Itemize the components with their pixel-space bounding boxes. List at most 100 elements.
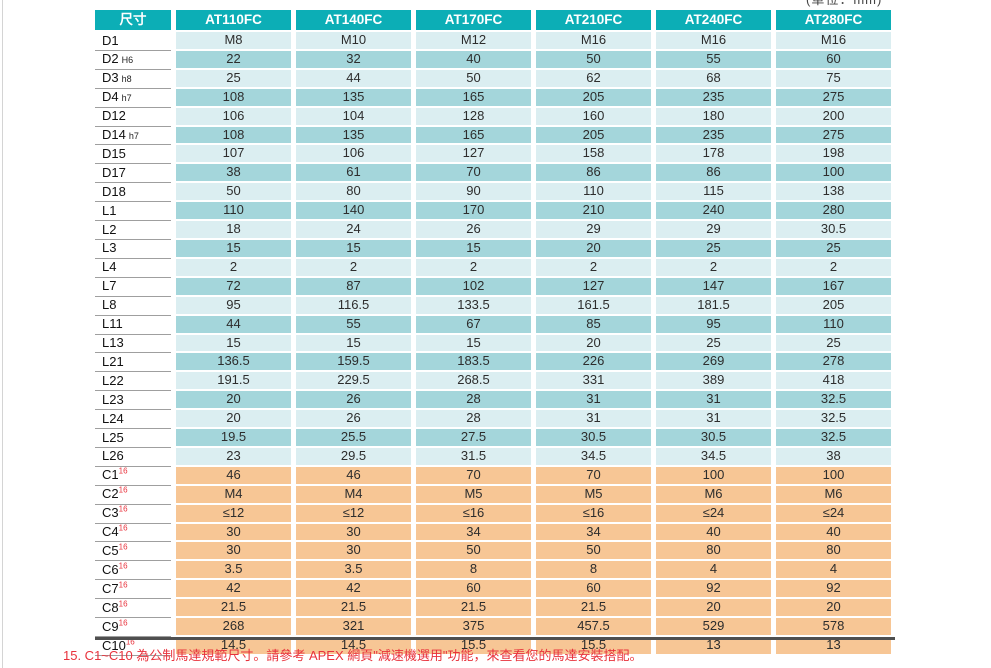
value-cell: 32.5	[776, 410, 891, 430]
value-cell: 147	[656, 277, 771, 297]
value-cell: 167	[776, 277, 891, 297]
value-cell: 128	[416, 107, 531, 127]
table-row: D2 H6 22 32 40 50 55 60	[95, 50, 891, 70]
value-cell: ≤12	[296, 504, 411, 524]
value-cell: 46	[296, 466, 411, 486]
value-cell: 30.5	[536, 429, 651, 448]
value-cell: 104	[296, 107, 411, 127]
dimension-code: D14	[102, 126, 126, 142]
dimension-code: C7	[102, 580, 119, 596]
value-cell: 140	[296, 202, 411, 222]
value-cell: 15	[176, 334, 291, 354]
value-cell: 30.5	[776, 221, 891, 240]
row-label: D12	[95, 107, 171, 127]
row-label: D18	[95, 183, 171, 203]
tolerance-suffix: h7	[121, 92, 132, 103]
dimension-code: L7	[102, 278, 117, 294]
dimension-spec-table: 尺寸 AT110FC AT140FC AT170FC AT210FC AT240FC AT2…	[90, 10, 896, 656]
value-cell: M5	[416, 485, 531, 505]
value-cell: 226	[536, 353, 651, 373]
value-cell: 29.5	[296, 447, 411, 467]
table-row: C1016 14.5 14.5 15.5 15.5 13 13	[95, 637, 891, 656]
value-cell: 20	[176, 410, 291, 430]
dimension-code: D15	[102, 145, 126, 161]
row-label: C1016	[95, 637, 171, 656]
value-cell: 40	[416, 50, 531, 70]
dimension-code: C2	[102, 486, 119, 502]
value-cell: 29	[656, 221, 771, 240]
dimension-code: C6	[102, 561, 119, 577]
footnote-reference: 16	[118, 580, 128, 590]
value-cell: 60	[776, 50, 891, 70]
table-row: C516 30 30 50 50 80 80	[95, 542, 891, 562]
value-cell: 30	[176, 542, 291, 562]
value-cell: 2	[536, 258, 651, 278]
dimension-code: C5	[102, 542, 119, 558]
value-cell: 116.5	[296, 296, 411, 316]
table-row: C616 3.5 3.5 8 8 4 4	[95, 561, 891, 581]
value-cell: 60	[416, 580, 531, 600]
value-cell: 20	[536, 239, 651, 259]
row-label: C916	[95, 618, 171, 637]
value-cell: 240	[656, 202, 771, 222]
page-edge-line	[2, 0, 3, 668]
tolerance-suffix: h7	[128, 130, 139, 141]
value-cell: 30	[296, 523, 411, 543]
row-label: L24	[95, 410, 171, 430]
value-cell: 20	[536, 334, 651, 354]
value-cell: 158	[536, 145, 651, 165]
value-cell: 55	[296, 315, 411, 335]
value-cell: 30	[176, 523, 291, 543]
value-cell: 110	[776, 315, 891, 335]
value-cell: 375	[416, 618, 531, 637]
table-row: L23 20 26 28 31 31 32.5	[95, 391, 891, 411]
value-cell: 95	[656, 315, 771, 335]
value-cell: ≤16	[416, 504, 531, 524]
value-cell: 42	[176, 580, 291, 600]
table-row: L7 72 87 102 127 147 167	[95, 277, 891, 297]
dimension-code: D18	[102, 183, 126, 199]
value-cell: 27.5	[416, 429, 531, 448]
size-column-header: 尺寸	[95, 10, 171, 32]
value-cell: 229.5	[296, 372, 411, 392]
dimension-code: L8	[102, 297, 117, 313]
value-cell: 70	[416, 466, 531, 486]
value-cell: 40	[656, 523, 771, 543]
value-cell: 205	[536, 88, 651, 108]
value-cell: 2	[656, 258, 771, 278]
value-cell: 26	[416, 221, 531, 240]
value-cell: M4	[176, 485, 291, 505]
row-label: L25	[95, 429, 171, 448]
value-cell: M5	[536, 485, 651, 505]
value-cell: 180	[656, 107, 771, 127]
footnote-reference: 16	[118, 561, 128, 571]
value-cell: 75	[776, 69, 891, 89]
value-cell: 100	[656, 466, 771, 486]
value-cell: 26	[296, 391, 411, 411]
value-cell: 578	[776, 618, 891, 637]
table-row: L25 19.5 25.5 27.5 30.5 30.5 32.5	[95, 429, 891, 448]
value-cell: 165	[416, 88, 531, 108]
value-cell: 92	[656, 580, 771, 600]
value-cell: 15	[416, 334, 531, 354]
value-cell: 115	[656, 183, 771, 203]
value-cell: 95	[176, 296, 291, 316]
value-cell: 127	[416, 145, 531, 165]
table-row: L13 15 15 15 20 25 25	[95, 334, 891, 354]
value-cell: M6	[776, 485, 891, 505]
value-cell: 42	[296, 580, 411, 600]
value-cell: 159.5	[296, 353, 411, 373]
value-cell: ≤24	[776, 504, 891, 524]
footnote-reference: 16	[118, 485, 128, 495]
row-label: L3	[95, 239, 171, 259]
table-row: D4 h7 108 135 165 205 235 275	[95, 88, 891, 108]
table-bottom-border	[95, 637, 895, 640]
row-label: C216	[95, 485, 171, 505]
value-cell: 25	[656, 334, 771, 354]
footnote-reference: 16	[118, 599, 128, 609]
value-cell: 25	[776, 334, 891, 354]
value-cell: 389	[656, 372, 771, 392]
model-column-header: AT170FC	[416, 10, 531, 32]
value-cell: 278	[776, 353, 891, 373]
value-cell: 34.5	[656, 447, 771, 467]
